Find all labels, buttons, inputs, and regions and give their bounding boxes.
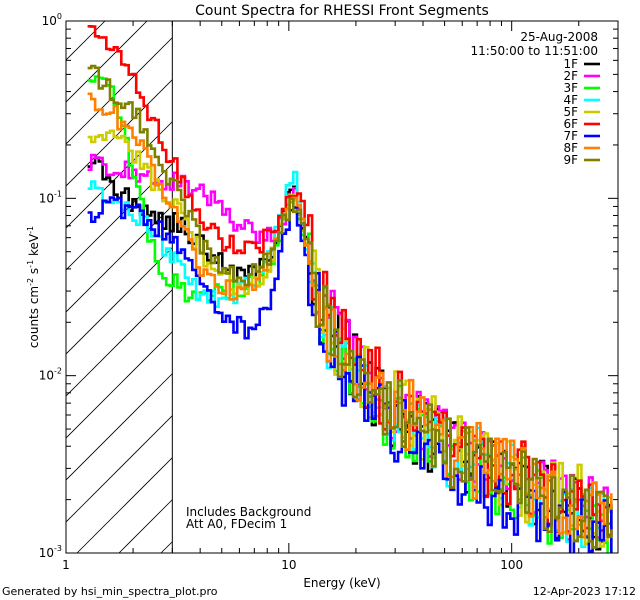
date-label: 25-Aug-2008: [520, 30, 598, 44]
y-tick-label: 10-1: [39, 189, 62, 205]
y-tick-exponent: -2: [54, 367, 62, 376]
legend-label-3F: 3F: [563, 81, 578, 95]
y-label-part: counts cm: [27, 286, 41, 348]
y-tick-label: 100: [42, 12, 62, 28]
axis-ticks: [65, 21, 619, 554]
y-tick-label: 10-3: [39, 544, 62, 560]
legend-label-2F: 2F: [563, 69, 578, 83]
legend-label-4F: 4F: [563, 93, 578, 107]
hatch-line: [66, 21, 148, 103]
annotation-background: Includes Background: [186, 505, 311, 519]
y-label-part: s: [27, 268, 41, 278]
y-tick-exponent: 0: [57, 12, 62, 21]
annotation-attenuator: Att A0, FDecim 1: [186, 517, 287, 531]
time-range-label: 11:50:00 to 11:51:00: [471, 44, 598, 58]
legend-label-9F: 9F: [563, 153, 578, 167]
legend-label-6F: 6F: [563, 117, 578, 131]
y-axis-label: counts cm-2 s-1 keV-1: [26, 226, 41, 348]
x-axis-label: Energy (keV): [303, 576, 380, 590]
footer-generated-by: Generated by hsi_min_spectra_plot.pro: [2, 585, 218, 598]
y-label-part: -1: [26, 226, 35, 234]
hatch-line: [66, 21, 232, 187]
plot-frame: [65, 20, 619, 554]
y-label-part: -2: [26, 278, 35, 286]
footer-timestamp: 12-Apr-2023 17:12: [533, 585, 636, 598]
y-tick-exponent: -1: [54, 189, 62, 198]
x-tick-label: 100: [500, 558, 523, 572]
chart-title: Count Spectra for RHESSI Front Segments: [195, 3, 489, 19]
y-tick-base: 10: [42, 14, 57, 28]
hatch-line: [0, 21, 21, 553]
legend-label-8F: 8F: [563, 141, 578, 155]
legend-label-5F: 5F: [563, 105, 578, 119]
y-tick-exponent: -3: [54, 544, 62, 553]
series-line-9F: [87, 64, 613, 549]
y-label-part: keV: [27, 233, 41, 260]
legend-label-7F: 7F: [563, 129, 578, 143]
y-tick-label: 10-2: [39, 367, 62, 383]
legend-label-1F: 1F: [563, 57, 578, 71]
series-lines: [87, 25, 613, 553]
y-tick-base: 10: [39, 191, 54, 205]
x-tick-label: 10: [281, 558, 296, 572]
y-label-part: -1: [26, 260, 35, 268]
y-tick-base: 10: [39, 369, 54, 383]
y-tick-base: 10: [39, 546, 54, 560]
hatch-line: [66, 21, 106, 61]
x-tick-label: 1: [62, 558, 70, 572]
